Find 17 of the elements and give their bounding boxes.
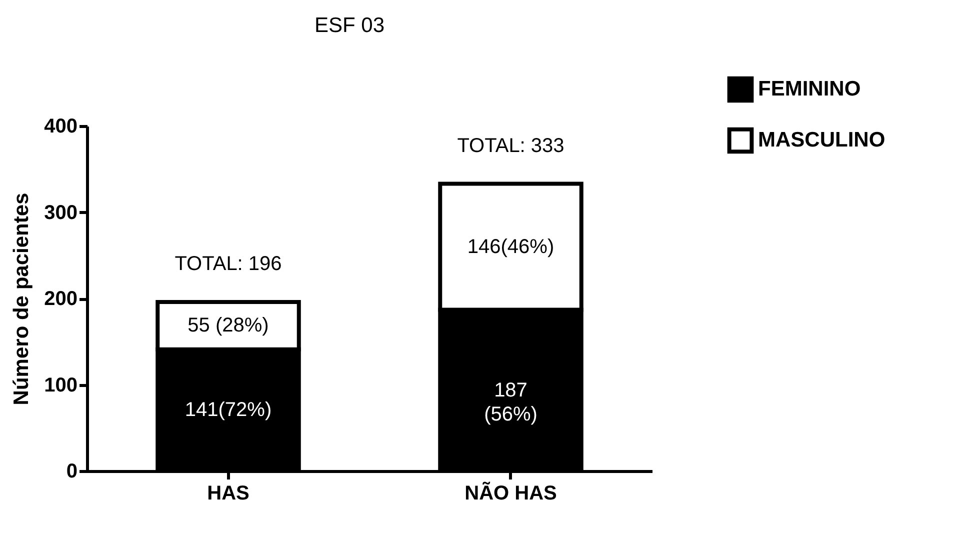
y-tick-label: 200 [44, 288, 78, 310]
data-label: 141(72%) [184, 399, 272, 422]
y-tick-label: 300 [44, 202, 78, 224]
y-tick-label: 400 [44, 116, 78, 138]
legend-label: MASCULINO [758, 128, 886, 152]
data-label: 187 (56%) [484, 379, 538, 426]
x-tick-label: HAS [207, 482, 250, 504]
legend-label: FEMININO [758, 78, 861, 100]
y-axis-title: Número de pacientes [10, 192, 34, 406]
total-label: TOTAL: 333 [457, 134, 564, 157]
data-label: 55 (28%) [188, 314, 269, 337]
y-tick-label: 0 [66, 460, 78, 482]
x-tick-label: NÃO HAS [464, 482, 557, 504]
data-label: 146(46%) [467, 236, 554, 258]
y-tick-label: 100 [44, 374, 78, 396]
chart-title: ESF 03 [314, 14, 385, 37]
total-label: TOTAL: 196 [174, 252, 282, 275]
